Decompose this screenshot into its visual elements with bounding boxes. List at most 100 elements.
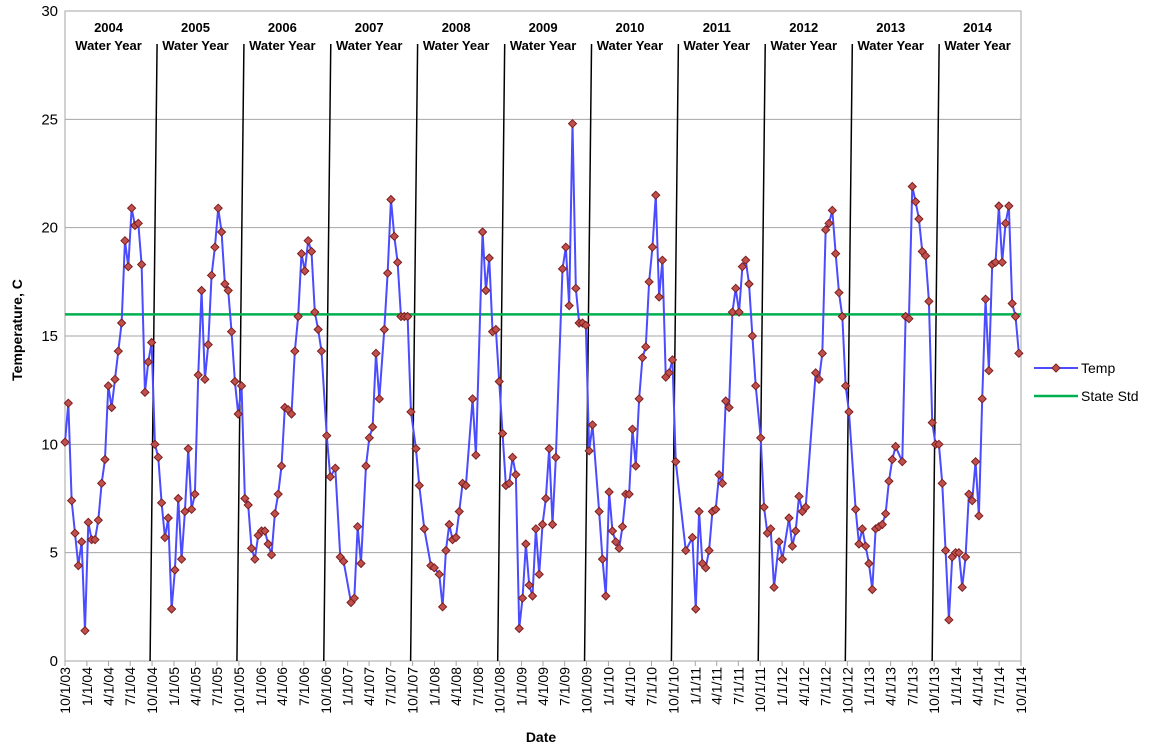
temp-point	[434, 569, 444, 580]
temp-point	[734, 307, 744, 317]
temp-point	[330, 463, 340, 473]
temp-point	[123, 261, 133, 272]
temp-point	[817, 348, 828, 359]
x-tick-label: 1/1/09	[514, 667, 530, 706]
x-tick-label: 4/1/06	[274, 667, 290, 706]
temp-point	[827, 205, 838, 216]
temp-line	[64, 123, 1020, 631]
temp-point	[437, 602, 448, 612]
water-year-number: 2008	[442, 20, 471, 35]
temp-point	[206, 270, 217, 281]
temp-point	[226, 326, 237, 337]
temp-point	[671, 456, 681, 467]
temp-point	[136, 259, 147, 270]
temp-point	[96, 478, 107, 489]
temp-point	[90, 534, 100, 545]
temp-point	[386, 194, 396, 205]
temp-point	[954, 547, 964, 558]
temp-point	[511, 469, 521, 480]
y-axis-label: Temperature, C	[9, 279, 25, 381]
legend: Temp State Std	[1034, 360, 1139, 404]
temp-point	[747, 331, 758, 341]
water-year-caption: Water Year	[162, 38, 229, 53]
legend-temp-label: Temp	[1081, 360, 1115, 376]
temp-point	[980, 294, 991, 304]
temp-point	[517, 593, 528, 603]
temp-point	[467, 394, 478, 404]
temp-point	[611, 537, 621, 547]
water-year-caption: Water Year	[75, 38, 142, 53]
water-year-caption: Water Year	[510, 38, 577, 53]
temp-point	[794, 491, 804, 502]
water-year-labels: 2004 Water Year 2005 Water Year 2006 Water Ye…	[75, 20, 1011, 53]
temp-point	[461, 480, 471, 491]
water-year-number: 2011	[703, 20, 731, 35]
temp-point	[551, 452, 561, 463]
legend-temp-marker	[1051, 363, 1061, 373]
temp-point	[153, 452, 163, 463]
water-year-divider	[670, 43, 680, 662]
temp-point	[820, 225, 831, 235]
temp-point	[604, 487, 614, 497]
temp-point	[637, 352, 648, 363]
temp-point	[296, 248, 307, 259]
water-year-divider	[757, 43, 766, 662]
temp-point	[994, 201, 1004, 211]
water-year-divider	[149, 43, 158, 662]
temp-point	[524, 580, 534, 590]
water-year-caption: Water Year	[684, 38, 751, 53]
water-year-caption: Water Year	[249, 38, 316, 53]
x-tick-label: 10/1/04	[144, 667, 160, 714]
x-tick-label: 7/1/04	[122, 667, 138, 706]
temp-point	[614, 543, 624, 554]
temp-point	[884, 476, 894, 486]
temp-point	[584, 446, 594, 456]
temp-point	[977, 394, 987, 404]
temp-point	[714, 469, 724, 480]
temp-point	[63, 398, 74, 408]
temp-point	[721, 396, 731, 406]
x-tick-label: 10/1/13	[926, 667, 942, 714]
temp-point	[240, 493, 250, 504]
temp-point	[800, 502, 811, 512]
temp-point	[364, 433, 375, 443]
y-axis-ticks: 0 5 10 15 20 25 30	[41, 3, 58, 670]
temp-point	[860, 541, 871, 551]
temp-point	[116, 318, 127, 328]
temp-point	[944, 615, 954, 625]
water-year-number: 2005	[181, 20, 210, 35]
x-tick-label: 1/1/04	[79, 667, 95, 706]
temp-point	[143, 357, 153, 367]
temp-point	[441, 545, 451, 556]
water-year-number: 2013	[876, 20, 905, 35]
water-year-divider	[496, 43, 506, 662]
temp-point	[627, 424, 638, 434]
temp-point	[250, 554, 260, 564]
temp-point	[243, 500, 253, 510]
temp-point	[223, 285, 233, 296]
x-tick-label: 4/1/11	[709, 667, 725, 705]
temp-point	[531, 524, 541, 534]
temp-point	[571, 283, 581, 294]
temp-point	[624, 489, 634, 499]
temp-point	[877, 519, 887, 530]
temp-point	[904, 313, 914, 324]
temp-point	[654, 292, 664, 302]
temp-point	[484, 253, 494, 263]
temp-point	[567, 118, 578, 129]
temp-point	[173, 493, 183, 504]
temp-point	[160, 532, 170, 543]
temp-point	[537, 519, 548, 530]
temp-point	[784, 513, 794, 523]
temp-point	[70, 528, 80, 538]
water-year-number: 2004	[94, 20, 124, 35]
temp-point	[200, 374, 210, 385]
temp-point	[266, 550, 277, 560]
x-tick-label: 10/1/03	[57, 667, 73, 714]
temp-point	[844, 407, 854, 417]
water-year-divider	[583, 43, 593, 662]
temp-point	[960, 552, 971, 562]
temp-point	[196, 285, 207, 296]
temp-point	[701, 563, 711, 573]
temp-point	[927, 417, 937, 428]
